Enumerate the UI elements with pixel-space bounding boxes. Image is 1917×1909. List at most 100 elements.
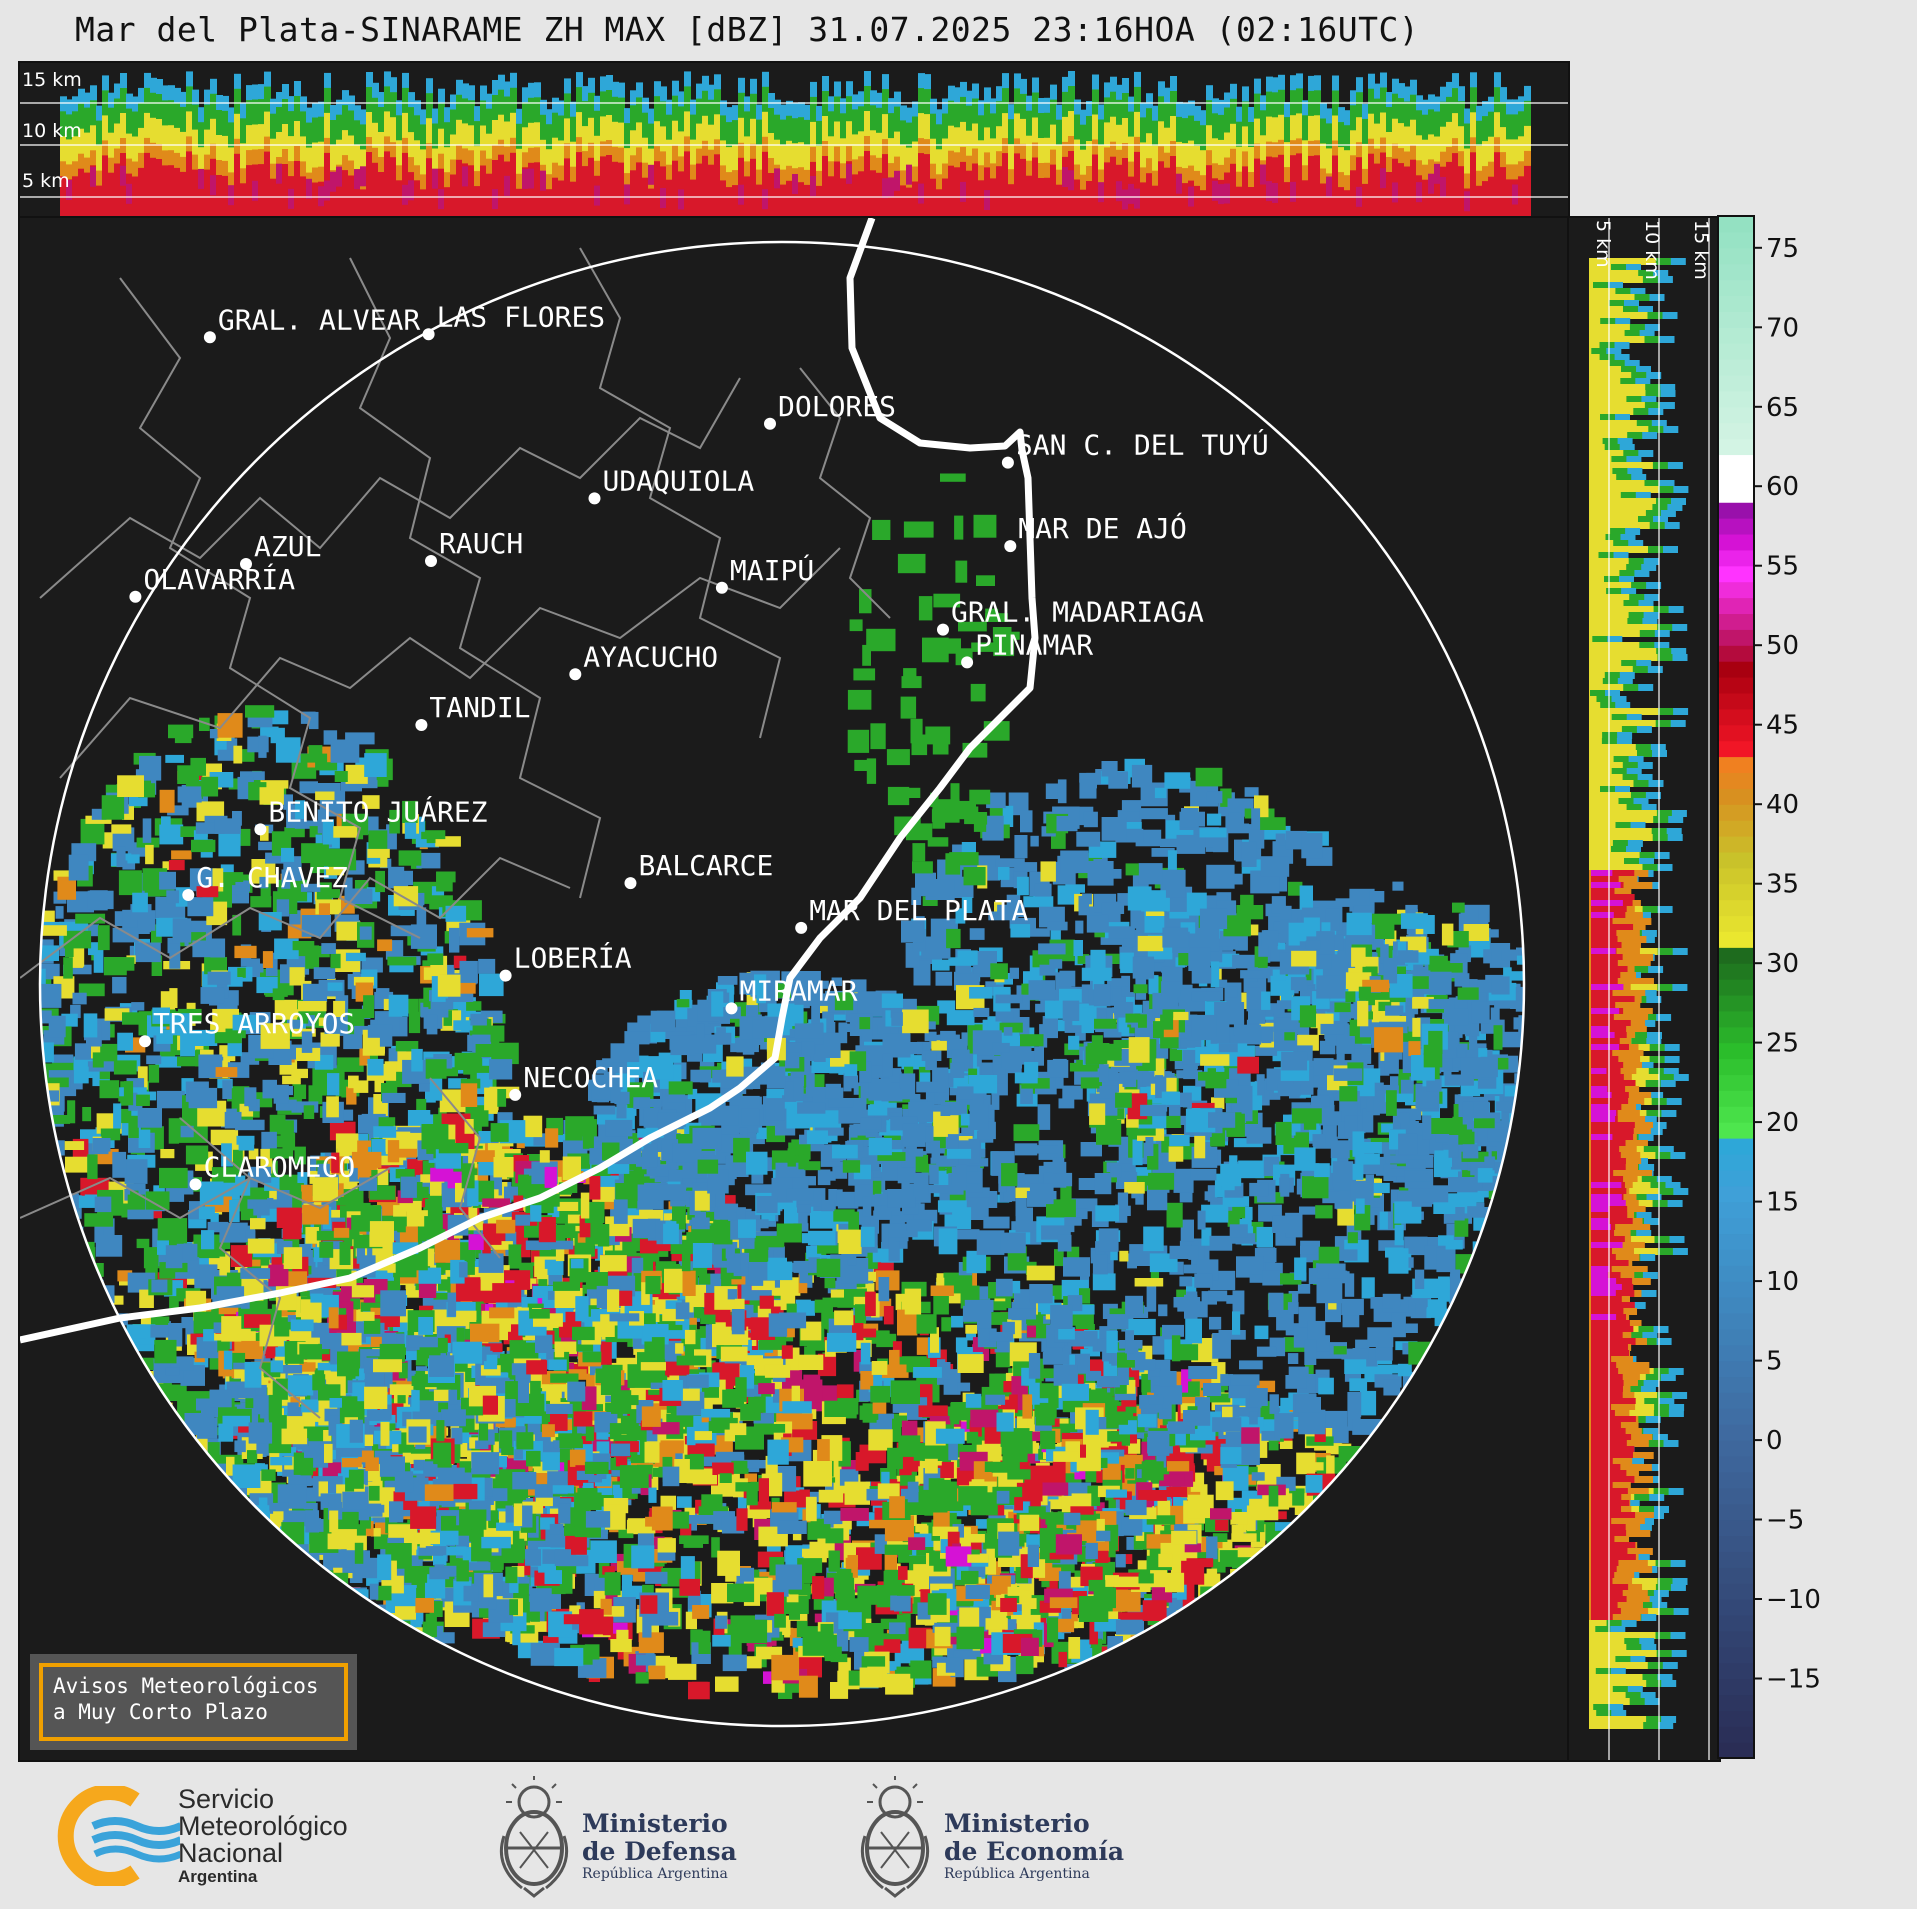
top-section-plot: 15 km 10 km 5 km	[20, 69, 1568, 217]
colorbar-band	[1718, 1551, 1754, 1568]
colorbar-band	[1718, 1503, 1754, 1521]
city-dot	[422, 328, 435, 341]
smn-logo-icon	[57, 1786, 180, 1886]
city-dot	[764, 417, 776, 430]
colorbar-band	[1718, 454, 1754, 471]
city-label: LAS FLORES	[437, 300, 606, 333]
radar-range-ring	[38, 240, 1526, 1728]
colorbar-band	[1718, 1344, 1754, 1362]
colorbar-band	[1718, 311, 1754, 328]
colorbar-band	[1718, 1455, 1754, 1473]
city-dot	[182, 889, 195, 901]
colorbar-band	[1718, 994, 1754, 1012]
colorbar-tick-label: 10	[1766, 1267, 1799, 1297]
colorbar-band	[1718, 1630, 1754, 1648]
colorbar-tick-label: 15	[1766, 1188, 1799, 1218]
colorbar-band	[1718, 359, 1754, 376]
colorbar-band	[1718, 740, 1754, 758]
colorbar-band	[1718, 327, 1754, 344]
smn-line-4: Argentina	[178, 1867, 258, 1886]
city-dot	[499, 969, 512, 982]
colorbar-band	[1718, 1360, 1754, 1378]
colorbar-band	[1718, 645, 1754, 662]
colorbar-band	[1718, 295, 1754, 312]
colorbar-band	[1718, 1408, 1754, 1425]
defensa-coat-of-arms-icon	[499, 1776, 569, 1898]
city-markers: GRAL. ALVEAR LAS FLORES DOLORES SAN C. DEL …	[129, 300, 1269, 1191]
colorbar-band	[1718, 1646, 1754, 1664]
city-dot	[129, 590, 142, 603]
colorbar-band	[1718, 597, 1754, 615]
top-vertical-cross-section: 15 km 10 km 5 km	[18, 61, 1570, 219]
colorbar-band	[1718, 1487, 1754, 1505]
colorbar-band	[1718, 835, 1754, 853]
economia-line-3: República Argentina	[944, 1866, 1090, 1882]
economia-logo-text: Ministerio de Economía República Argenti…	[944, 1810, 1124, 1883]
right-vertical-cross-section: 5 km 10 km 15 km	[1567, 216, 1721, 1762]
radar-map[interactable]: GRAL. ALVEAR LAS FLORES DOLORES SAN C. DEL …	[18, 216, 1570, 1762]
colorbar-band	[1718, 1153, 1754, 1171]
colorbar: 75 70 65 60 55 50 45 40 35 30 25 20 15 10 5 0 −5 −10 −15	[1717, 215, 1821, 1759]
colorbar-band	[1718, 1599, 1754, 1616]
city-dot	[569, 668, 582, 681]
city-dot	[1001, 456, 1014, 469]
right-section-plot: 5 km 10 km 15 km	[1589, 218, 1712, 1760]
colorbar-band	[1718, 1694, 1754, 1711]
colorbar-band	[1718, 1424, 1754, 1441]
defensa-logo-text: Ministerio de Defensa República Argentin…	[582, 1810, 737, 1883]
warning-box[interactable]: Avisos Meteorológicos a Muy Corto Plazo	[30, 1654, 357, 1750]
colorbar-band	[1718, 756, 1754, 773]
colorbar-band	[1718, 1662, 1754, 1680]
top-height-label: 5 km	[22, 170, 70, 192]
top-height-label: 10 km	[22, 120, 82, 142]
colorbar-tick-label: 60	[1766, 472, 1799, 502]
colorbar-band	[1718, 963, 1754, 980]
colorbar-band	[1718, 1440, 1754, 1457]
colorbar-band	[1718, 231, 1754, 249]
colorbar-band	[1718, 677, 1754, 694]
logo-footer: Servicio Meteorológico Nacional Argentin…	[0, 1760, 1917, 1909]
colorbar-band	[1718, 486, 1754, 503]
colorbar-band	[1718, 867, 1754, 885]
colorbar-band	[1718, 279, 1754, 297]
city-label: NECOCHEA	[523, 1061, 658, 1094]
city-dot	[725, 1002, 738, 1015]
colorbar-band	[1718, 518, 1754, 535]
city-dot	[189, 1178, 202, 1191]
city-dot	[795, 921, 808, 934]
colorbar-band	[1718, 708, 1754, 726]
colorbar-band	[1718, 692, 1754, 710]
city-dot	[139, 1035, 151, 1048]
colorbar-band	[1718, 1328, 1754, 1346]
colorbar-band	[1718, 613, 1754, 630]
colorbar-band	[1718, 851, 1754, 869]
colorbar-band	[1718, 1106, 1754, 1123]
colorbar-tick-label: 65	[1766, 393, 1799, 423]
city-label: CLAROMECO	[204, 1150, 356, 1183]
colorbar-band	[1718, 390, 1754, 408]
colorbar-band	[1718, 1122, 1754, 1139]
city-label: BALCARCE	[639, 849, 774, 882]
colorbar-band	[1718, 1296, 1754, 1314]
colorbar-band	[1718, 1090, 1754, 1107]
city-dot	[425, 555, 437, 567]
colorbar-tick-label: 55	[1766, 552, 1799, 582]
city-label: MAR DEL PLATA	[809, 894, 1028, 927]
colorbar-band	[1718, 979, 1754, 996]
city-dot	[937, 623, 949, 636]
warning-box-frame: Avisos Meteorológicos a Muy Corto Plazo	[39, 1663, 348, 1741]
colorbar-band	[1718, 883, 1754, 901]
colorbar-band	[1718, 788, 1754, 805]
colorbar-band	[1718, 1678, 1754, 1696]
city-label: LOBERÍA	[514, 941, 632, 975]
city-label: AYACUCHO	[583, 640, 718, 673]
right-height-label: 10 km	[1641, 220, 1663, 280]
right-section-echoes	[1589, 258, 1689, 1729]
city-dot	[509, 1088, 522, 1101]
colorbar-band	[1718, 1249, 1754, 1266]
colorbar-band	[1718, 1535, 1754, 1552]
city-label: TANDIL	[429, 691, 530, 724]
colorbar-band	[1718, 1614, 1754, 1632]
colorbar-band	[1718, 533, 1754, 551]
city-label: RAUCH	[439, 527, 523, 560]
